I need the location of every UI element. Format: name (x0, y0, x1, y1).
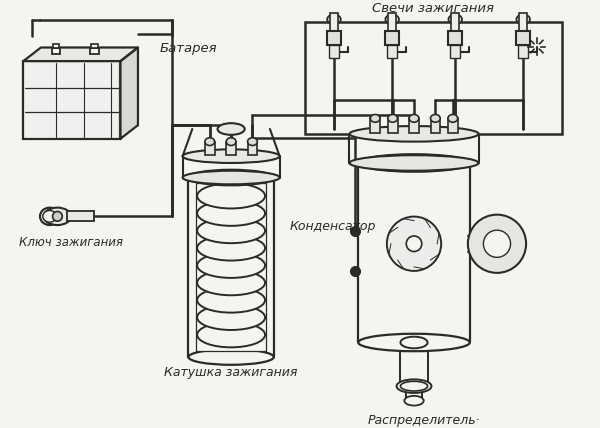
Ellipse shape (197, 218, 265, 243)
Ellipse shape (44, 208, 71, 225)
Bar (388, 45, 397, 58)
Bar (409, 118, 419, 133)
Bar (329, 45, 339, 58)
Ellipse shape (248, 138, 257, 146)
Bar (518, 45, 528, 58)
Bar (205, 142, 215, 155)
Ellipse shape (197, 305, 265, 330)
Ellipse shape (197, 253, 265, 278)
Ellipse shape (327, 15, 341, 24)
Ellipse shape (218, 123, 245, 135)
Bar (52, 48, 61, 54)
Bar (196, 183, 266, 351)
Bar (517, 31, 530, 45)
Ellipse shape (197, 270, 265, 295)
Bar (431, 118, 440, 133)
Text: Батарея: Батарея (160, 42, 217, 55)
Ellipse shape (397, 379, 431, 393)
Ellipse shape (388, 114, 398, 122)
Circle shape (484, 230, 511, 257)
Ellipse shape (349, 126, 479, 142)
Ellipse shape (40, 208, 59, 225)
Ellipse shape (43, 211, 56, 222)
Bar (448, 31, 462, 45)
Polygon shape (23, 48, 138, 61)
Ellipse shape (358, 334, 470, 351)
Text: Ключ зажигания: Ключ зажигания (19, 236, 122, 249)
Ellipse shape (358, 154, 470, 172)
Bar (305, 22, 562, 134)
Ellipse shape (431, 114, 440, 122)
Ellipse shape (197, 322, 265, 348)
Ellipse shape (197, 183, 265, 208)
Ellipse shape (400, 337, 428, 348)
Text: Распределитель·: Распределитель· (367, 413, 480, 427)
Text: Свечи зажигания: Свечи зажигания (373, 2, 494, 15)
Ellipse shape (400, 381, 428, 391)
Bar (67, 211, 94, 221)
Ellipse shape (370, 114, 380, 122)
Ellipse shape (448, 15, 462, 24)
Ellipse shape (404, 396, 424, 406)
Bar (451, 12, 459, 32)
Bar (448, 118, 458, 133)
Circle shape (468, 215, 526, 273)
Bar (451, 45, 460, 58)
Ellipse shape (197, 235, 265, 261)
Bar (327, 31, 341, 45)
Text: Катушка зажигания: Катушка зажигания (164, 366, 298, 379)
Ellipse shape (188, 349, 274, 365)
Bar (388, 118, 398, 133)
Bar (385, 31, 399, 45)
Text: O: O (491, 237, 502, 251)
Text: Конденсатор: Конденсатор (289, 220, 376, 233)
Ellipse shape (182, 171, 280, 184)
Bar (388, 12, 396, 32)
Ellipse shape (205, 138, 215, 146)
Ellipse shape (409, 114, 419, 122)
Ellipse shape (197, 288, 265, 312)
Bar (330, 12, 338, 32)
Bar (23, 61, 121, 139)
Circle shape (406, 236, 422, 252)
Bar (91, 44, 98, 48)
Circle shape (387, 217, 441, 271)
Bar (248, 142, 257, 155)
Circle shape (53, 211, 62, 221)
Bar (519, 12, 527, 32)
Ellipse shape (197, 201, 265, 226)
Polygon shape (121, 48, 138, 139)
Ellipse shape (517, 15, 530, 24)
Bar (41, 48, 138, 125)
Bar (91, 48, 99, 54)
Ellipse shape (182, 149, 280, 163)
Bar (226, 142, 236, 155)
Bar (370, 118, 380, 133)
Ellipse shape (226, 138, 236, 146)
Ellipse shape (448, 114, 458, 122)
Ellipse shape (385, 15, 399, 24)
Bar (53, 44, 59, 48)
Ellipse shape (188, 170, 274, 185)
Ellipse shape (349, 155, 479, 171)
